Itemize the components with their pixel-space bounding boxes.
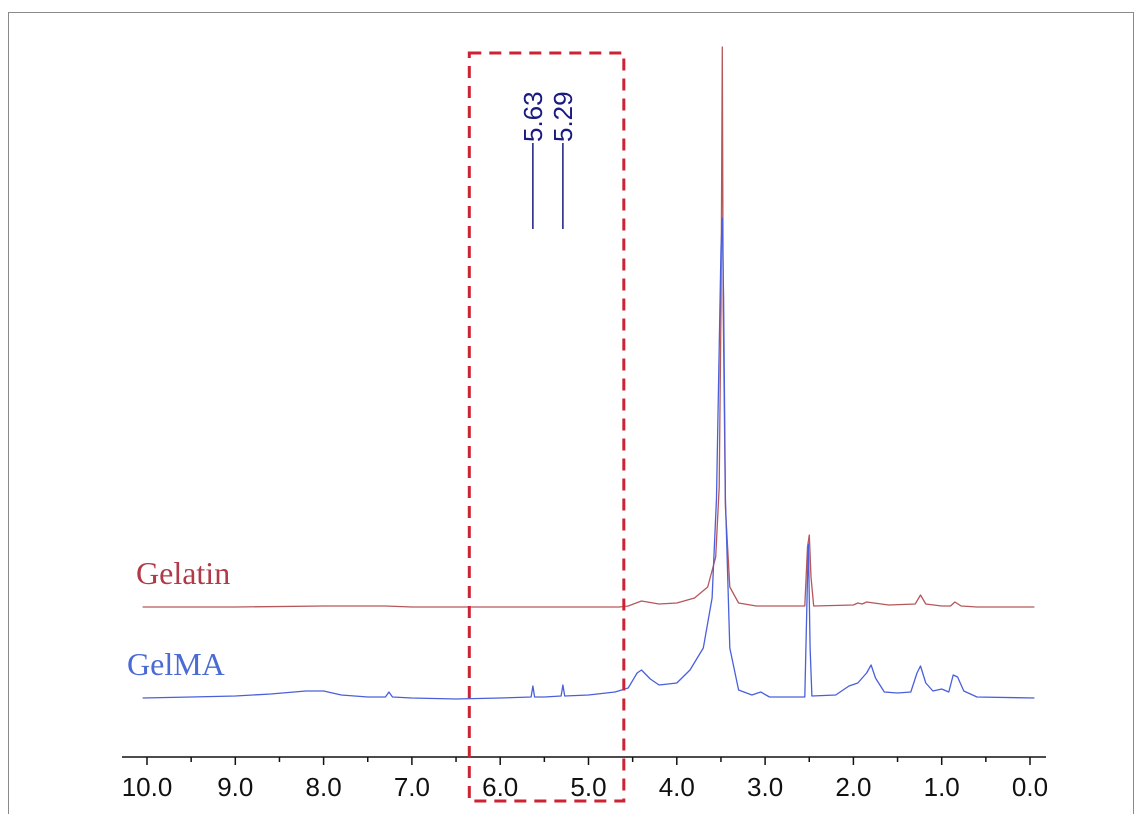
x-tick-label: 5.0 bbox=[570, 772, 606, 802]
x-tick-label: 4.0 bbox=[659, 772, 695, 802]
figure-frame bbox=[8, 12, 1134, 814]
x-tick-label: 2.0 bbox=[835, 772, 871, 802]
series-line-gelatin bbox=[142, 46, 1035, 608]
series-label-gelma: GelMA bbox=[127, 646, 225, 682]
x-axis-ticks: 10.0 9.0 8.0 7.0 6.0 5.0 4.0 3.0 2.0 1.0 0.0 bbox=[122, 757, 1048, 802]
series-line-gelma bbox=[142, 217, 1035, 700]
x-tick-label: 6.0 bbox=[482, 772, 518, 802]
series-label-gelatin: Gelatin bbox=[136, 555, 230, 591]
x-tick-label: 8.0 bbox=[306, 772, 342, 802]
peak-label: 5.29 bbox=[548, 91, 578, 142]
x-tick-label: 1.0 bbox=[924, 772, 960, 802]
peak-label: 5.63 bbox=[518, 91, 548, 142]
x-tick-label: 0.0 bbox=[1012, 772, 1048, 802]
spectrum-traces bbox=[142, 46, 1035, 700]
x-tick-label: 9.0 bbox=[217, 772, 253, 802]
highlight-box bbox=[467, 51, 626, 803]
x-tick-label: 7.0 bbox=[394, 772, 430, 802]
x-tick-label: 10.0 bbox=[122, 772, 173, 802]
x-tick-label: 3.0 bbox=[747, 772, 783, 802]
peak-markers: 5.63 5.29 bbox=[518, 91, 578, 229]
